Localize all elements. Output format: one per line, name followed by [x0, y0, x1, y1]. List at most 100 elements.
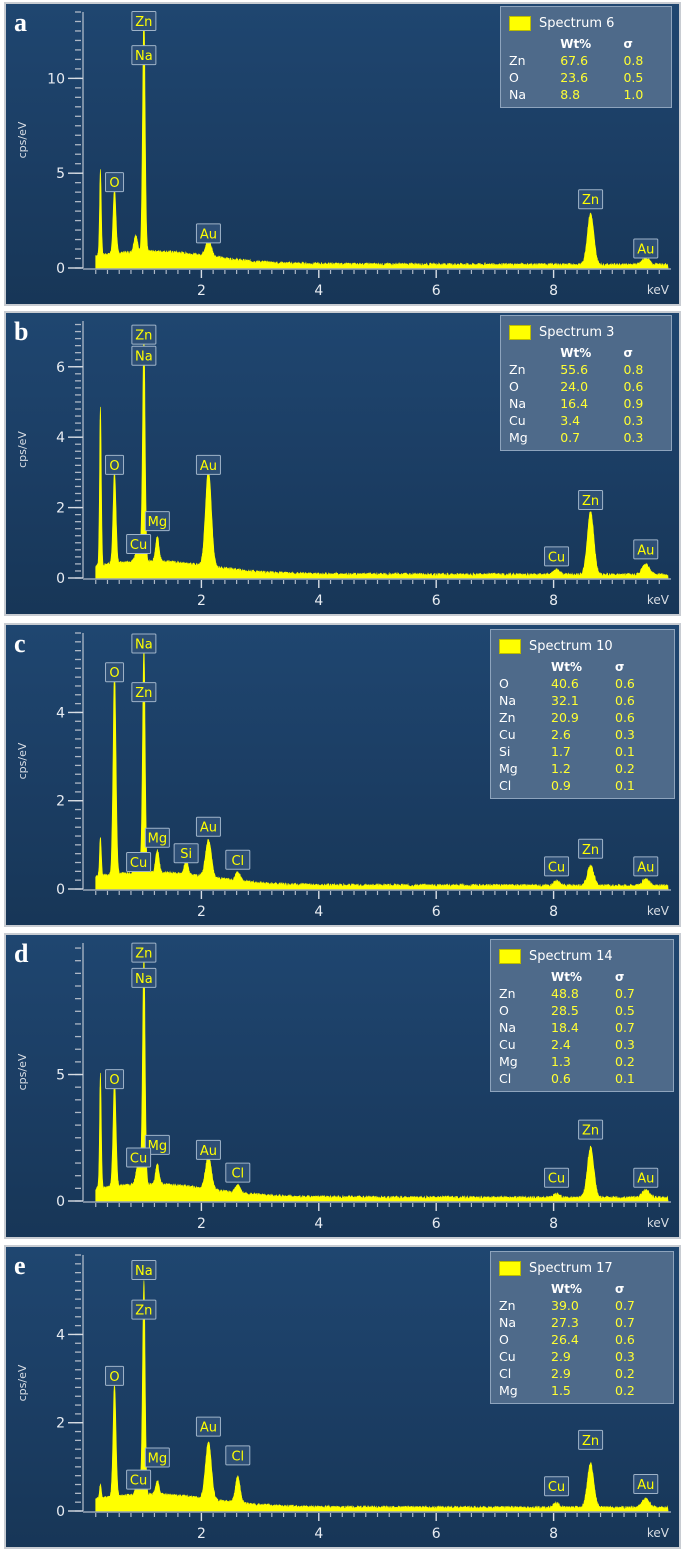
x-tick-label: 6: [432, 283, 441, 299]
legend-header-element: [499, 1280, 551, 1297]
legend-element: O: [499, 1003, 509, 1018]
element-label-text: Cl: [231, 1449, 244, 1464]
element-label: Zn: [131, 682, 157, 703]
x-axis-unit: keV: [647, 593, 670, 607]
legend-wt-value: 39.0: [551, 1298, 579, 1313]
element-label-box: [195, 1139, 221, 1160]
element-label-text: Na: [135, 638, 153, 653]
legend-element: Zn: [509, 53, 526, 68]
element-label-box: [105, 172, 125, 193]
legend-wt-value: 32.1: [551, 693, 579, 708]
peak-markers: [99, 30, 647, 268]
element-label: Cu: [544, 856, 570, 877]
legend-row: Mg 0.7 0.3: [509, 429, 663, 446]
element-label-text: Cu: [548, 860, 565, 875]
axes: 0 2 4 6 cps/eV 2 4 6 8 keV: [16, 321, 671, 609]
element-label-box: [126, 852, 152, 873]
legend-sigma-value: 0.7: [615, 1298, 635, 1313]
x-tick-label: 6: [432, 593, 441, 609]
element-label: Au: [195, 454, 221, 475]
legend-sigma-value: 0.7: [615, 986, 635, 1001]
legend-sigma-value: 0.1: [615, 744, 635, 759]
legend-swatch: [499, 1260, 521, 1276]
legend-sigma-value: 0.6: [615, 676, 635, 691]
legend-header-row: Wt% σ: [499, 968, 655, 985]
legend-row: Cu 3.4 0.3: [509, 412, 663, 429]
element-label: Zn: [578, 490, 604, 511]
y-tick-label: 2: [56, 1416, 65, 1432]
legend-header-sigma: σ: [615, 659, 625, 674]
element-label: Au: [195, 816, 221, 837]
element-label: Zn: [578, 838, 604, 859]
y-tick-label: 0: [56, 261, 65, 277]
legend-wt-value: 28.5: [551, 1003, 579, 1018]
element-label-text: Mg: [148, 832, 167, 847]
legend-wt-value: 2.9: [551, 1349, 571, 1364]
legend-wt-value: 2.4: [551, 1037, 571, 1052]
legend-header-row: Wt% σ: [499, 658, 655, 675]
element-label: Na: [131, 967, 157, 988]
legend-sigma-value: 0.3: [615, 1349, 635, 1364]
element-label: Na: [131, 345, 157, 366]
element-label-text: Au: [637, 543, 654, 558]
legend-header-element: [499, 968, 551, 985]
legend-wt-value: 8.8: [560, 87, 581, 102]
element-label-box: [131, 682, 157, 703]
element-label: Zn: [131, 942, 157, 963]
legend-sigma-value: 0.8: [623, 362, 644, 377]
x-tick-label: 8: [549, 593, 558, 609]
element-label-box: [544, 1476, 570, 1497]
legend-table: Wt% σ Zn 55.6 0.8 O 24.0 0.6 Na 16.4 0.9 Cu 3.4 0.3 Mg…: [509, 344, 663, 446]
legend-header-sigma: σ: [623, 36, 633, 51]
legend-row: Cl 0.6 0.1: [499, 1070, 655, 1087]
legend-row: Zn 48.8 0.7: [499, 985, 655, 1002]
element-label-box: [544, 1167, 570, 1188]
element-label: Au: [633, 1474, 659, 1495]
legend-title: Spectrum 10: [529, 638, 613, 654]
legend-table: Wt% σ Zn 48.8 0.7 O 28.5 0.5 Na 18.4 0.7 Cu 2.4 0.3 Mg…: [499, 968, 655, 1087]
element-label-text: Au: [200, 459, 217, 474]
element-label: Au: [633, 238, 659, 259]
spectrum-panel-b: 0 2 4 6 cps/eV 2 4 6 8 keV Zn Na O Au Mg Cu Zn Cu Au b Spe…: [4, 311, 681, 616]
element-label: Mg: [144, 1134, 170, 1155]
element-label-text: O: [109, 666, 119, 681]
element-label-box: [144, 1134, 170, 1155]
spectrum-trace: [95, 14, 669, 269]
legend-row: Na 8.8 1.0: [509, 86, 663, 103]
legend-wt-value: 2.9: [551, 1366, 571, 1381]
element-label-text: Zn: [582, 843, 599, 858]
element-label-box: [131, 10, 157, 31]
legend-row: Na 32.1 0.6: [499, 692, 655, 709]
legend-element: Si: [499, 744, 511, 759]
element-label-box: [144, 511, 170, 532]
x-tick-label: 2: [197, 283, 206, 299]
element-label: Na: [131, 45, 157, 66]
element-label-box: [131, 942, 157, 963]
element-label: Cu: [544, 546, 570, 567]
legend-sigma-value: 0.2: [615, 761, 635, 776]
element-label: Au: [633, 539, 659, 560]
legend-sigma-value: 0.1: [615, 1071, 635, 1086]
legend-title: Spectrum 3: [539, 324, 615, 340]
element-label-text: O: [109, 1370, 119, 1385]
panel-letter: b: [14, 317, 29, 346]
legend-sigma-value: 0.3: [623, 430, 644, 445]
element-label-box: [544, 546, 570, 567]
element-label-box: [105, 1365, 125, 1386]
element-label: O: [105, 1069, 125, 1090]
legend-row: Cl 2.9 0.2: [499, 1365, 655, 1382]
element-label-text: Mg: [148, 1452, 167, 1467]
element-label: Na: [131, 1259, 157, 1280]
element-label-box: [173, 843, 199, 864]
panel-letter: a: [14, 8, 27, 37]
legend-box: Spectrum 10 Wt% σ O 40.6 0.6 Na 32.1 0.6 Zn 20.9 0…: [490, 629, 675, 799]
element-label-box: [578, 490, 604, 511]
y-axis-label: cps/eV: [16, 1364, 29, 1401]
legend-element: O: [509, 379, 519, 394]
legend-element: Na: [499, 1020, 517, 1035]
legend-element: Zn: [499, 986, 516, 1001]
element-label: Zn: [578, 189, 604, 210]
legend-header-element: [499, 658, 551, 675]
element-label: Au: [633, 856, 659, 877]
